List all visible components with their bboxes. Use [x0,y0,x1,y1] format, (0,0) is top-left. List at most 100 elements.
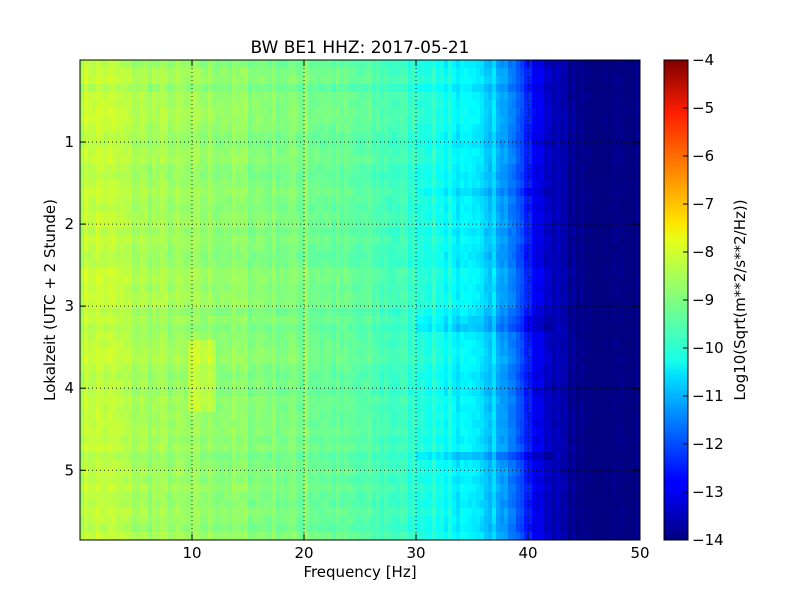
heatmap-cell [172,124,177,133]
heatmap-cell [364,100,369,109]
heatmap-cell [584,292,589,301]
heatmap-cell [596,236,601,245]
heatmap-cell [452,340,457,349]
heatmap-cell [600,100,605,109]
heatmap-cell [584,316,589,325]
heatmap-cell [444,116,449,125]
heatmap-cell [616,164,621,173]
heatmap-cell [216,92,221,101]
heatmap-cell [428,116,433,125]
heatmap-cell [252,236,257,245]
heatmap-cell [248,308,253,317]
heatmap-cell [172,172,177,181]
heatmap-cell [340,156,345,165]
heatmap-cell [532,332,537,341]
heatmap-cell [252,68,257,77]
heatmap-cell [152,60,157,69]
heatmap-cell [200,220,205,229]
heatmap-cell [188,76,193,85]
heatmap-cell [240,148,245,157]
heatmap-cell [612,172,617,181]
heatmap-cell [612,308,617,317]
heatmap-cell [140,180,145,189]
heatmap-cell [128,156,133,165]
heatmap-cell [164,276,169,285]
heatmap-cell [392,196,397,205]
heatmap-cell [196,108,201,117]
heatmap-cell [180,292,185,301]
heatmap-cell [128,116,133,125]
heatmap-cell [320,164,325,173]
heatmap-cell [324,180,329,189]
heatmap-cell [324,332,329,341]
heatmap-cell [528,76,533,85]
heatmap-cell [436,276,441,285]
heatmap-cell [360,340,365,349]
heatmap-cell [536,300,541,309]
heatmap-cell [368,212,373,221]
heatmap-cell [308,60,313,69]
heatmap-cell [288,100,293,109]
heatmap-cell [396,188,401,197]
heatmap-cell [288,324,293,333]
heatmap-cell [632,156,637,165]
heatmap-cell [488,308,493,317]
heatmap-cell [424,324,429,333]
heatmap-cell [280,164,285,173]
heatmap-cell [216,244,221,253]
heatmap-cell [160,308,165,317]
heatmap-cell [376,204,381,213]
heatmap-cell [616,244,621,253]
heatmap-cell [192,268,197,277]
heatmap-cell [240,188,245,197]
heatmap-cell [116,324,121,333]
heatmap-cell [172,180,177,189]
heatmap-cell [584,84,589,93]
heatmap-cell [520,116,525,125]
heatmap-cell [264,284,269,293]
heatmap-cell [228,268,233,277]
heatmap-cell [196,340,201,349]
heatmap-cell [356,124,361,133]
heatmap-cell [432,172,437,181]
heatmap-cell [588,252,593,261]
heatmap-cell [440,108,445,117]
heatmap-cell [504,196,509,205]
heatmap-cell [232,132,237,141]
heatmap-cell [84,244,89,253]
heatmap-cell [580,92,585,101]
heatmap-cell [384,108,389,117]
heatmap-cell [100,116,105,125]
heatmap-cell [212,156,217,165]
heatmap-cell [124,332,129,341]
heatmap-cell [384,284,389,293]
heatmap-cell [356,260,361,269]
heatmap-cell [120,252,125,261]
heatmap-cell [184,124,189,133]
heatmap-cell [248,84,253,93]
heatmap-cell [304,236,309,245]
heatmap-cell [288,308,293,317]
heatmap-cell [192,132,197,141]
heatmap-cell [564,108,569,117]
heatmap-cell [464,68,469,77]
heatmap-cell [464,164,469,173]
heatmap-cell [356,108,361,117]
heatmap-cell [248,276,253,285]
heatmap-cell [564,268,569,277]
heatmap-cell [408,188,413,197]
heatmap-cell [108,92,113,101]
heatmap-cell [588,212,593,221]
heatmap-cell [120,244,125,253]
heatmap-cell [572,268,577,277]
heatmap-cell [544,228,549,237]
heatmap-cell [244,76,249,85]
heatmap-cell [564,180,569,189]
heatmap-cell [572,308,577,317]
heatmap-cell [308,268,313,277]
heatmap-cell [168,284,173,293]
heatmap-cell [180,340,185,349]
heatmap-cell [608,156,613,165]
heatmap-cell [616,308,621,317]
heatmap-cell [192,236,197,245]
